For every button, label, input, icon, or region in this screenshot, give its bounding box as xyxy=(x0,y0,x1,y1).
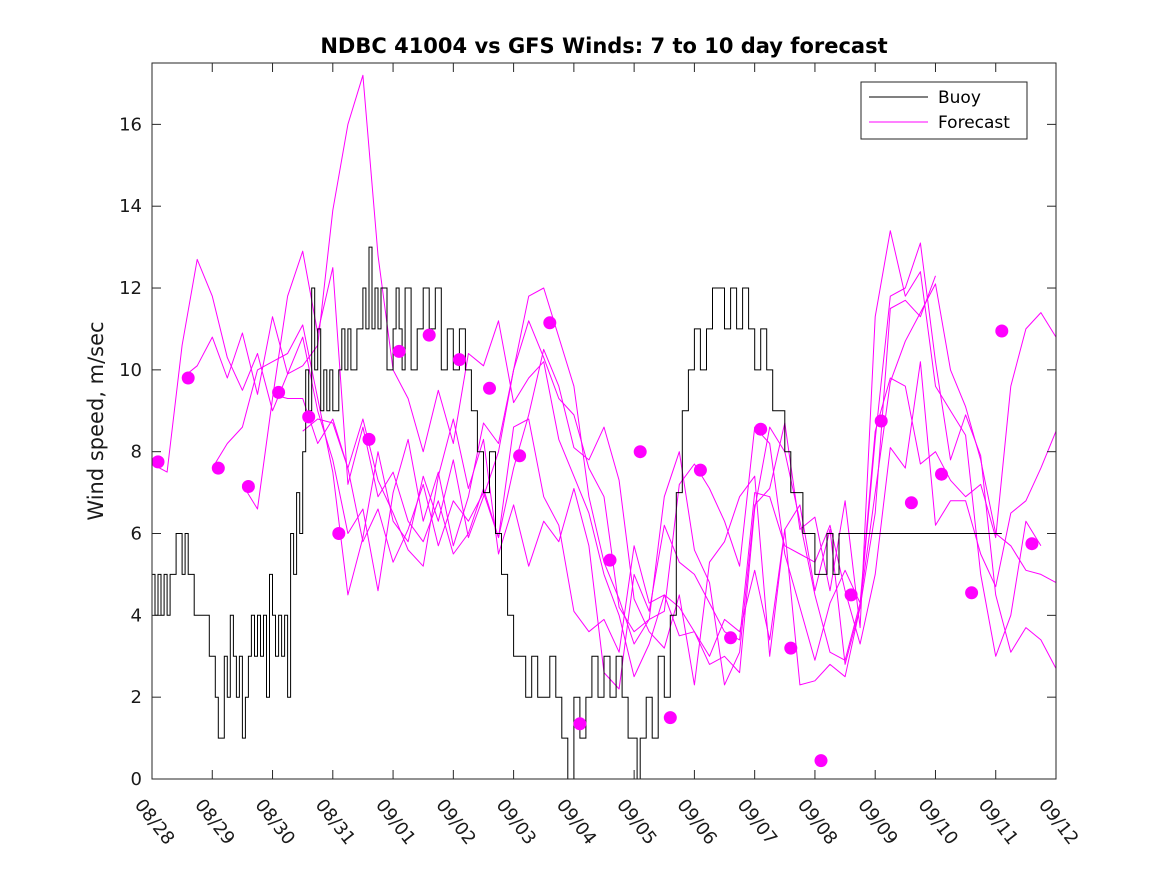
y-axis-label: Wind speed, m/sec xyxy=(84,321,108,520)
ticks-layer xyxy=(151,63,1057,780)
forecast-marker xyxy=(754,422,768,436)
forecast-marker xyxy=(302,410,316,424)
forecast-marker xyxy=(362,432,376,446)
forecast-marker xyxy=(181,371,195,385)
forecast-marker xyxy=(904,496,918,510)
forecast-marker xyxy=(452,353,466,367)
forecast-marker xyxy=(573,717,587,731)
y-tick-label: 2 xyxy=(131,687,142,708)
buoy-series-line xyxy=(152,246,1002,780)
y-tick-label: 10 xyxy=(119,360,142,381)
y-tick-labels: 0 2 4 6 8 10 12 14 16 xyxy=(119,114,142,790)
forecast-marker xyxy=(1025,537,1039,551)
plot-frame xyxy=(151,62,1057,780)
forecast-series-line-1 xyxy=(151,74,1057,678)
forecast-marker xyxy=(332,527,346,540)
y-tick-label: 8 xyxy=(131,442,142,463)
forecast-marker xyxy=(422,328,436,342)
y-tick-label: 14 xyxy=(119,196,142,217)
forecast-series-line-5 xyxy=(272,361,1057,690)
y-tick-label: 12 xyxy=(119,278,142,299)
forecast-series-line-4 xyxy=(241,242,1057,686)
forecast-marker xyxy=(663,711,677,725)
forecast-marker xyxy=(814,754,828,768)
forecast-marker xyxy=(874,414,888,428)
forecast-marker xyxy=(784,641,798,655)
legend-box xyxy=(860,81,1028,140)
forecast-marker xyxy=(724,631,738,645)
legend: Buoy Forecast xyxy=(860,81,1028,140)
forecast-marker xyxy=(211,461,225,475)
forecast-marker xyxy=(603,553,617,567)
legend-buoy-label: Buoy xyxy=(938,88,981,108)
y-tick-label: 16 xyxy=(119,114,142,135)
forecast-marker xyxy=(272,385,286,399)
y-tick-label: 4 xyxy=(131,605,142,626)
forecast-marker xyxy=(935,467,948,481)
forecast-marker xyxy=(543,316,557,330)
forecast-marker xyxy=(995,324,1009,338)
legend-forecast-label: Forecast xyxy=(938,113,1010,133)
forecast-marker xyxy=(693,463,707,477)
series-layer xyxy=(151,74,1057,780)
forecast-series-line-6 xyxy=(302,275,936,686)
forecast-marker xyxy=(151,455,165,469)
forecast-marker xyxy=(633,445,647,459)
forecast-marker xyxy=(483,381,496,395)
markers-layer xyxy=(151,316,1039,768)
chart-title: NDBC 41004 vs GFS Winds: 7 to 10 day for… xyxy=(320,34,887,58)
forecast-marker xyxy=(392,344,406,358)
forecast-marker xyxy=(241,480,255,493)
y-tick-label: 0 xyxy=(131,769,142,790)
forecast-marker xyxy=(513,449,527,463)
forecast-series-line-3 xyxy=(211,287,1057,661)
forecast-marker xyxy=(965,586,979,600)
forecast-marker xyxy=(844,588,858,602)
y-tick-label: 6 xyxy=(131,524,142,545)
